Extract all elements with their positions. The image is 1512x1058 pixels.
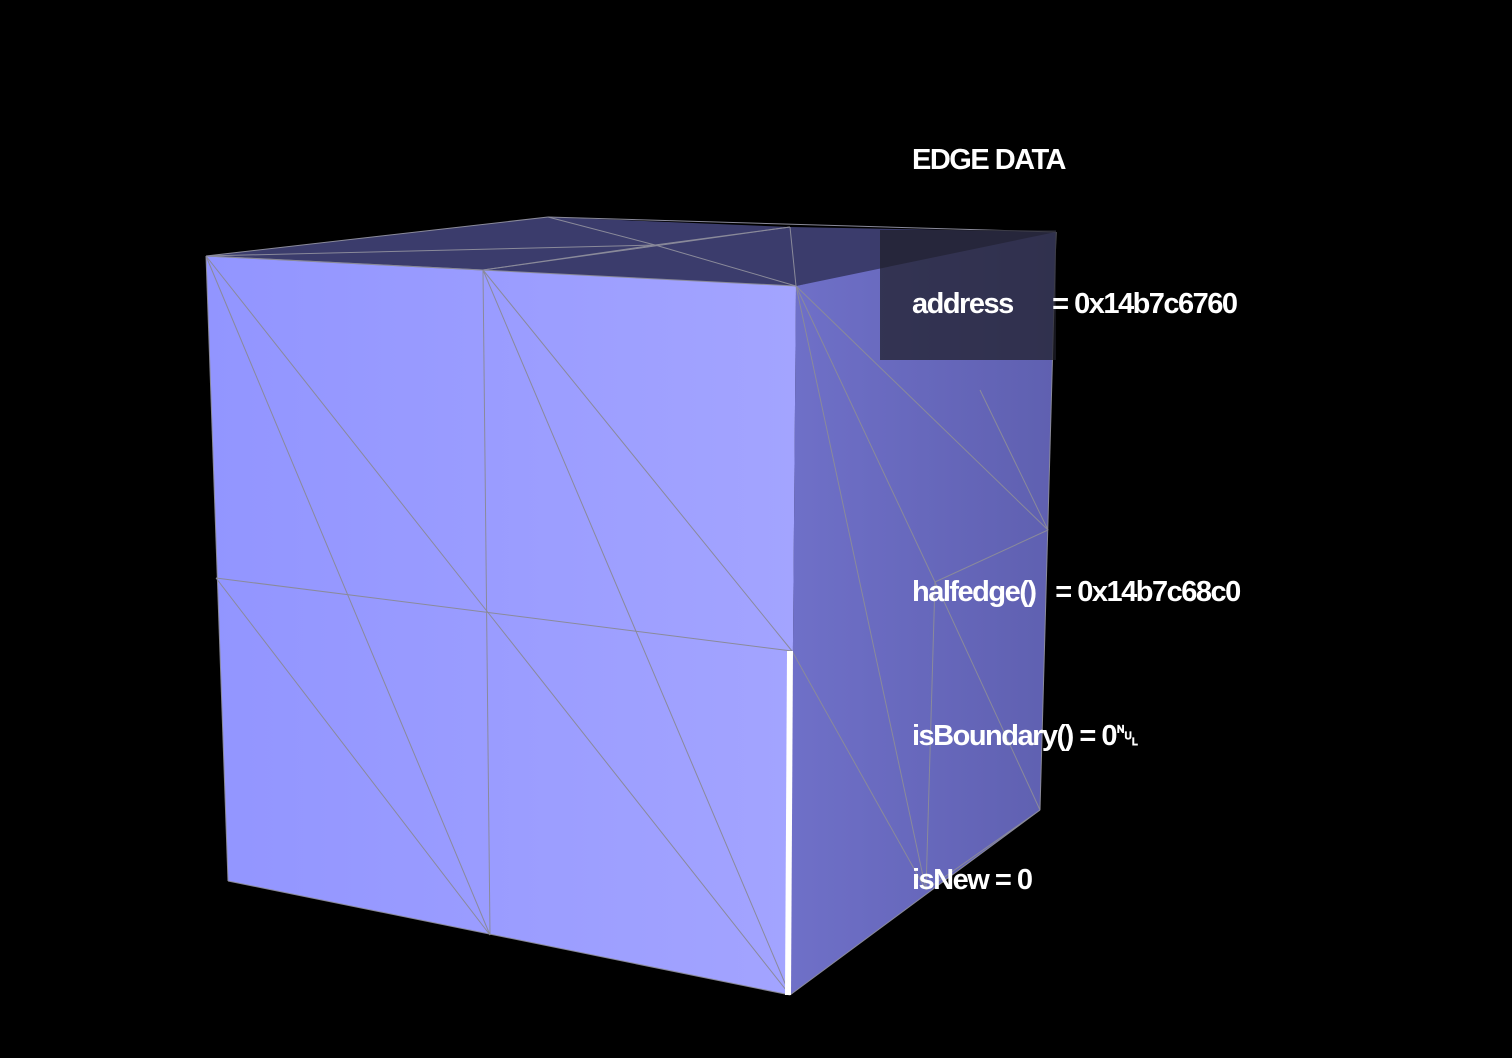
edge-halfedge: halfedge() = 0x14b7c68c0 [912, 576, 1241, 608]
cube-side-face[interactable] [790, 232, 1056, 995]
edge-data-title: EDGE DATA [912, 144, 1066, 176]
edge-data-panel: EDGE DATA address = 0x14b7c6760 halfedge… [912, 40, 1241, 952]
edge-is-boundary: isBoundary() = 0␀ [912, 720, 1139, 752]
blank-line [912, 424, 1240, 472]
cube-top-face[interactable] [206, 217, 1056, 286]
cube-front-face[interactable] [206, 256, 796, 995]
edge-address: address = 0x14b7c6760 [912, 288, 1238, 320]
mesh-wireframe [205, 216, 1057, 996]
selected-edge[interactable] [785, 650, 793, 996]
edge-info-panel-background [880, 230, 1056, 360]
edge-is-new: isNew = 0 [912, 864, 1033, 896]
